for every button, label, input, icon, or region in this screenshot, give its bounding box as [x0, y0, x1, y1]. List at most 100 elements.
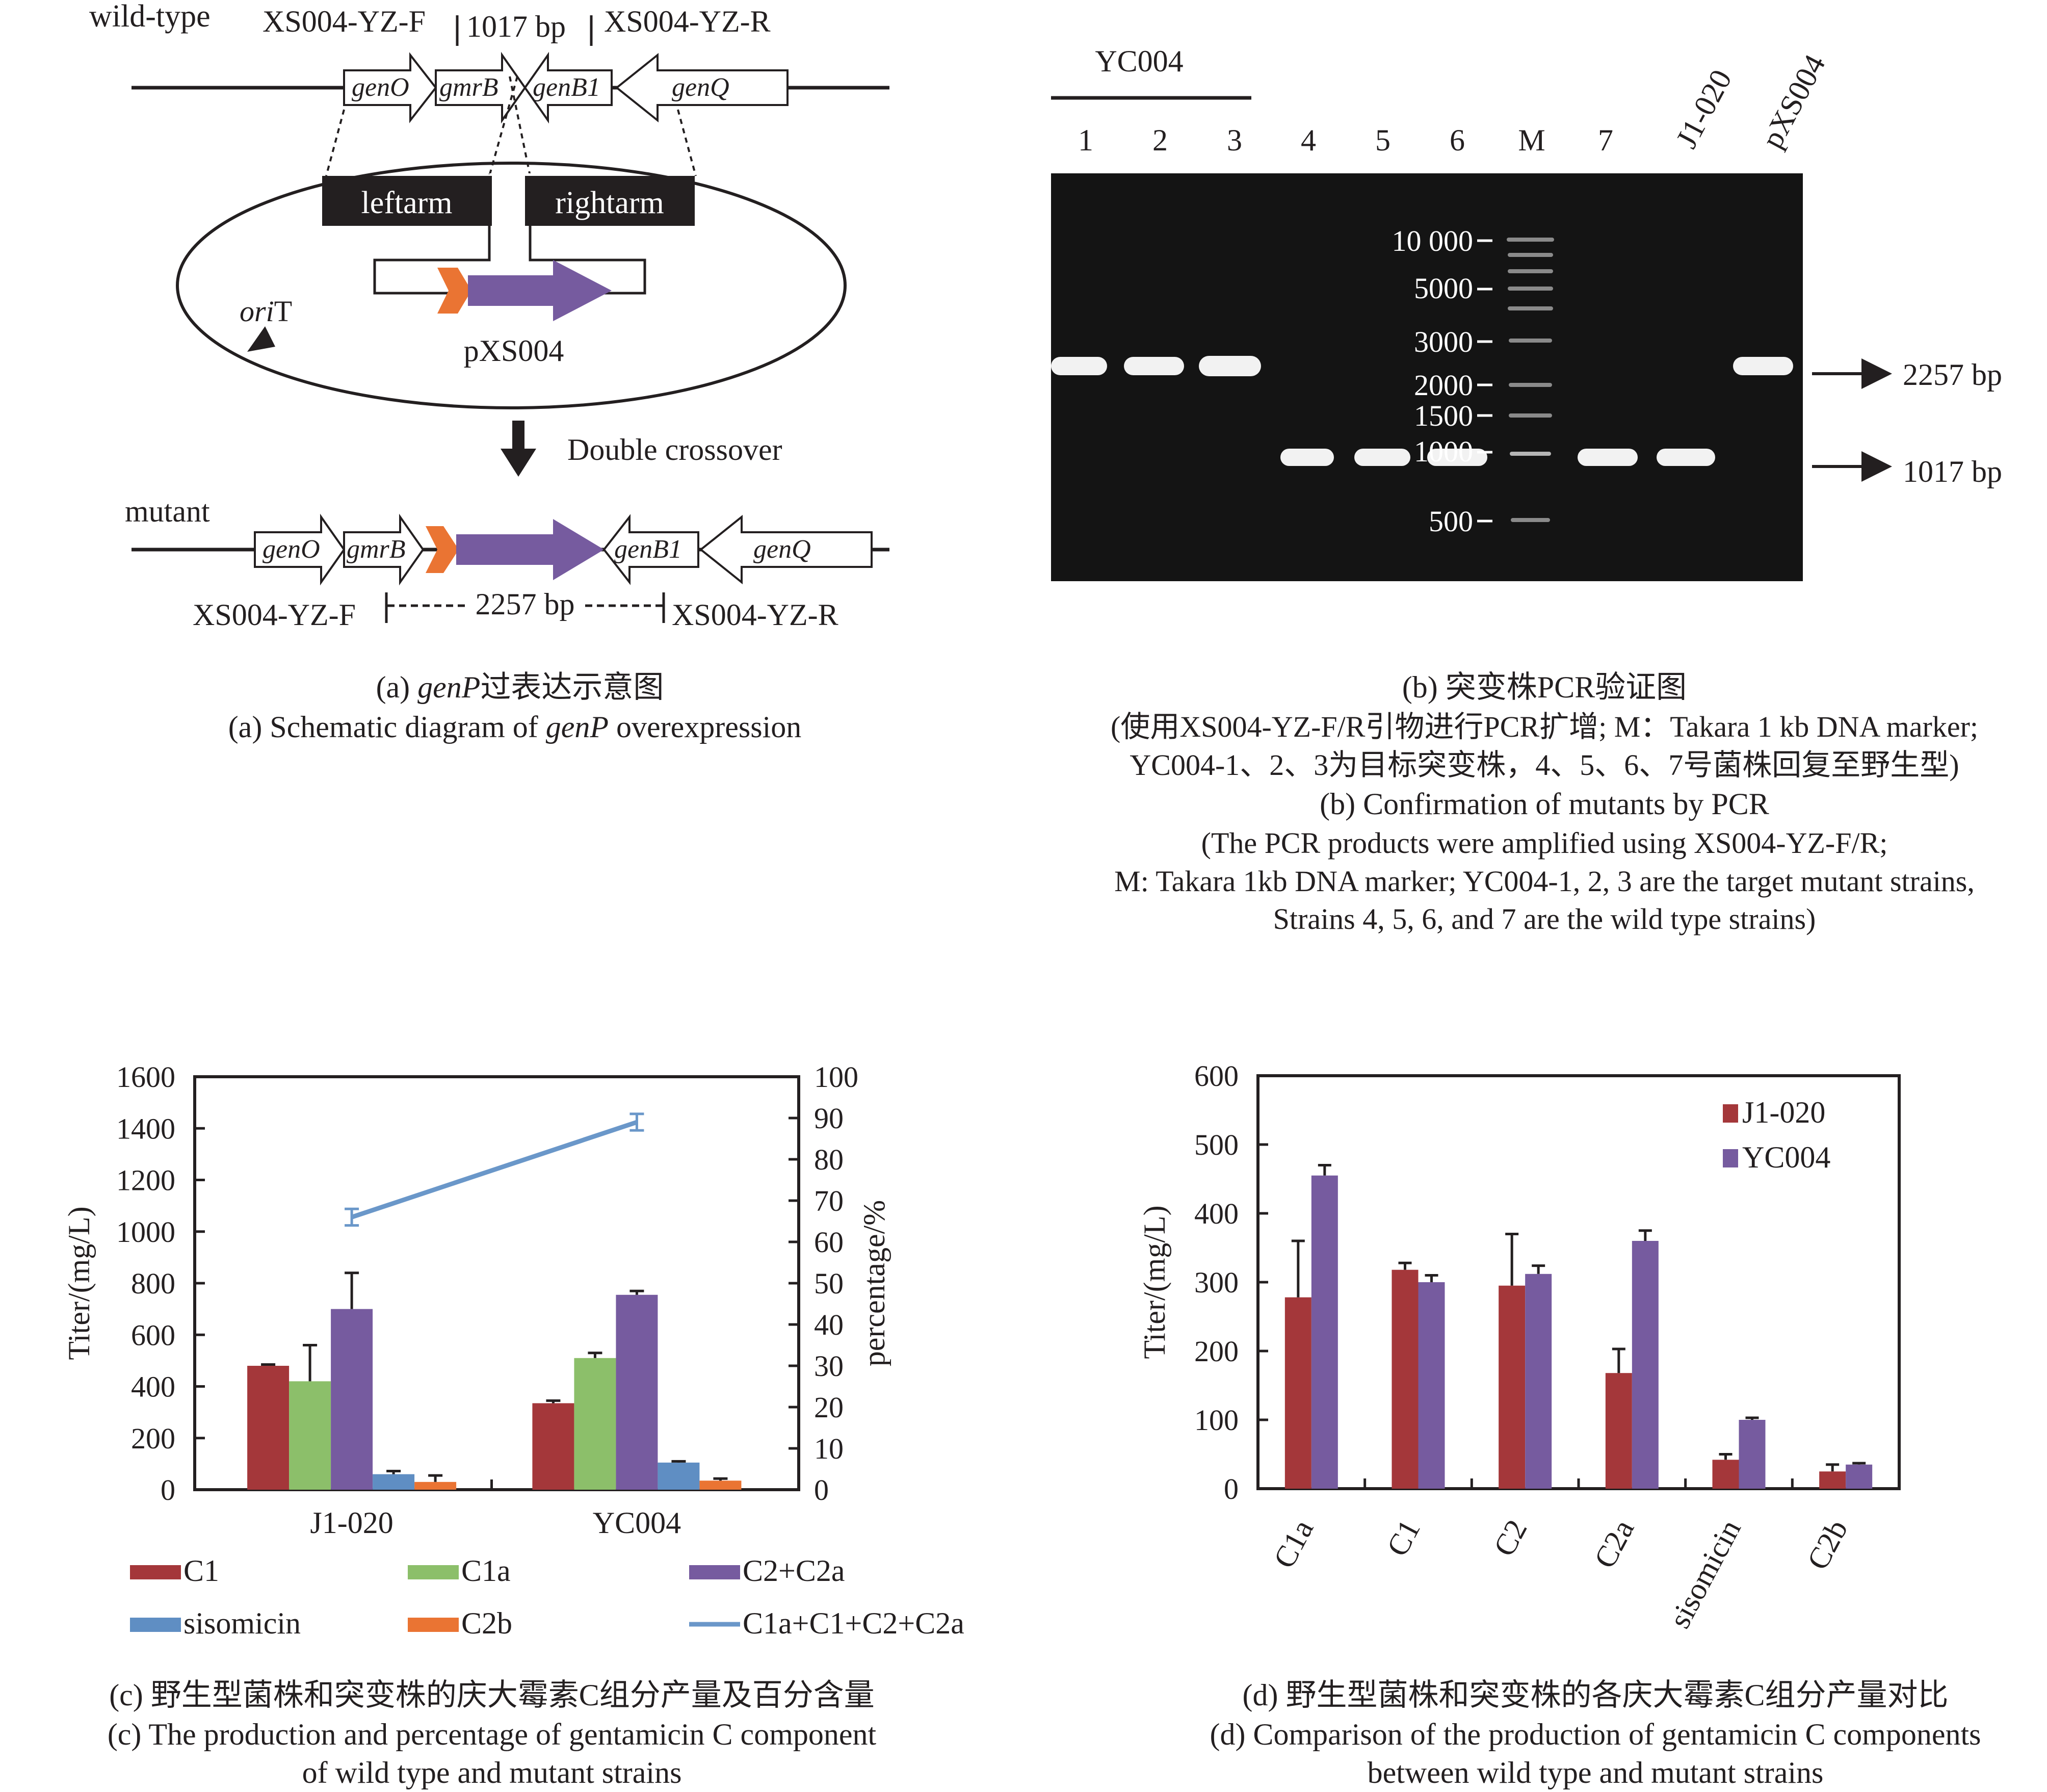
y2-tick-label: 50 — [814, 1267, 844, 1300]
legend-swatch — [1723, 1104, 1738, 1123]
svg-text:gmrB: gmrB — [439, 73, 498, 102]
svg-text:(The PCR products were amplifi: (The PCR products were amplified using X… — [1201, 826, 1888, 860]
y2-tick-label: 90 — [814, 1102, 844, 1135]
y-tick-label: 1400 — [116, 1112, 175, 1145]
x-category-label: J1-020 — [310, 1506, 393, 1540]
x-category-label: C2 — [1487, 1514, 1533, 1562]
y-tick-label: 300 — [1194, 1266, 1239, 1299]
oriT-arrowhead — [247, 326, 275, 352]
bar-YC004 — [1739, 1420, 1766, 1489]
bar-YC004 — [1846, 1464, 1873, 1489]
bar-YC004 — [1311, 1175, 1338, 1489]
svg-text:(d) 野生型菌株和突变株的各庆大霉素C组分产量对比: (d) 野生型菌株和突变株的各庆大霉素C组分产量对比 — [1243, 1678, 1949, 1712]
plot-frame — [1256, 1074, 1901, 1490]
y-tick-label: 1200 — [116, 1164, 175, 1197]
bar-YC004 — [1525, 1274, 1552, 1489]
svg-text:M: Takara 1kb DNA marker; YC00: M: Takara 1kb DNA marker; YC004-1, 2, 3 … — [1114, 865, 1975, 898]
y-axis-label: Titer/(mg/L) — [1138, 1205, 1171, 1359]
bar-YC004 — [1632, 1241, 1659, 1489]
svg-text:between wild type and mutant s: between wild type and mutant strains — [1368, 1756, 1824, 1789]
gel-bands — [1051, 356, 1793, 466]
bar-J1-020 — [1819, 1471, 1846, 1489]
y2-tick-label: 60 — [814, 1226, 844, 1259]
bar-C2b — [699, 1481, 742, 1490]
svg-text:(b) 突变株PCR验证图: (b) 突变株PCR验证图 — [1402, 670, 1687, 704]
y-tick-label: 600 — [131, 1318, 175, 1352]
legend-swatch — [130, 1565, 181, 1579]
legend-swatch — [1723, 1149, 1738, 1167]
double-crossover-label: Double crossover — [567, 433, 782, 466]
lane-label: pXS004 — [1755, 49, 1832, 153]
lane-label: M — [1518, 123, 1545, 157]
caption-c: (c) 野生型菌株和突变株的庆大霉素C组分产量及百分含量 (c) The pro… — [108, 1678, 877, 1789]
marker-label: 2000 — [1414, 369, 1473, 402]
lane-label: 5 — [1375, 123, 1390, 157]
bar-C1 — [247, 1366, 290, 1490]
band-label-1017: 1017 bp — [1903, 455, 2002, 488]
legend-label: C1a+C1+C2+C2a — [743, 1606, 964, 1640]
bar-J1-020 — [1284, 1297, 1311, 1489]
panel-c-chart: Titer/(mg/L) percentage/% C1 C1a C2+C2a sis… — [62, 1060, 964, 1789]
x-category-label: C2b — [1800, 1514, 1854, 1575]
caption-a-en: (a) Schematic diagram of genP overexpres… — [228, 710, 802, 744]
mut-product-label: 2257 bp — [476, 587, 575, 621]
bar-C2+C2a — [331, 1309, 373, 1490]
y-axis-label: Titer/(mg/L) — [62, 1206, 96, 1360]
legend-label: C2b — [461, 1606, 512, 1640]
svg-text:Strains 4, 5, 6, and 7 are the: Strains 4, 5, 6, and 7 are the wild type… — [1273, 902, 1816, 936]
mut-gene-genO: genO — [254, 513, 346, 586]
mut-primer-f-label: XS004-YZ-F — [193, 598, 356, 632]
x-category-label: C2a — [1588, 1514, 1641, 1573]
marker-label: 1500 — [1414, 399, 1473, 432]
marker-label: 1000 — [1414, 435, 1473, 468]
wt-product-label: 1017 bp — [466, 10, 566, 43]
bar-C1a — [574, 1358, 616, 1490]
y2-axis-label: percentage/% — [857, 1200, 891, 1366]
y-tick-label: 400 — [1194, 1197, 1239, 1230]
primer-r-label: XS004-YZ-R — [604, 5, 771, 38]
svg-text:(c) 野生型菌株和突变株的庆大霉素C组分产量及百分含量: (c) 野生型菌株和突变株的庆大霉素C组分产量及百分含量 — [109, 1678, 875, 1712]
svg-text:gmrB: gmrB — [347, 535, 406, 564]
y2-tick-label: 80 — [814, 1143, 844, 1176]
y-tick-label: 200 — [1194, 1335, 1239, 1368]
wt-gene-genB1: genB1 — [523, 51, 613, 124]
wt-gene-genQ: genQ — [615, 53, 789, 123]
leftarm-box — [322, 176, 492, 226]
promoter-arrow-mutant — [426, 526, 459, 573]
y2-tick-label: 100 — [814, 1060, 858, 1094]
y-tick-label: 0 — [161, 1473, 175, 1507]
lane-label: 1 — [1078, 123, 1093, 157]
y-tick-label: 0 — [1224, 1472, 1239, 1505]
legend-label: C2+C2a — [743, 1554, 845, 1588]
legend-label: C1a — [461, 1554, 511, 1588]
legend-label: YC004 — [1742, 1140, 1830, 1174]
band-label-2257: 2257 bp — [1903, 358, 2002, 392]
legend: C1 C1a C2+C2a sisomicin C2b C1a+C1+C2+C2a — [130, 1554, 964, 1640]
bar-C2b — [414, 1482, 457, 1490]
lane-label: 3 — [1227, 123, 1242, 157]
panel-a-schematic: wild-type XS004-YZ-F 1017 bp XS004-YZ-R … — [89, 0, 889, 744]
y-tick-label: 1600 — [116, 1060, 175, 1094]
svg-text:(使用XS004-YZ-F/R引物进行PCR扩增; M：Ta: (使用XS004-YZ-F/R引物进行PCR扩增; M：Takara 1 kb … — [1111, 710, 1978, 743]
x-category-label: C1 — [1380, 1514, 1427, 1562]
svg-text:genB1: genB1 — [614, 535, 682, 564]
svg-text:genO: genO — [352, 73, 409, 102]
oriT-label: oriT — [240, 295, 292, 328]
svg-text:YC004-1、2、3为目标突变株，4、5、6、7号菌株回复: YC004-1、2、3为目标突变株，4、5、6、7号菌株回复至野生型) — [1130, 748, 1959, 782]
x-category-label: C1a — [1267, 1514, 1320, 1573]
bar-J1-020 — [1499, 1285, 1526, 1489]
lane-label: 7 — [1598, 123, 1613, 157]
gel-group-label: YC004 — [1095, 44, 1183, 78]
rightarm-box — [525, 176, 695, 226]
legend-label: sisomicin — [183, 1606, 301, 1640]
legend-swatch — [689, 1565, 740, 1579]
mut-gene-genQ: genQ — [699, 514, 873, 585]
marker-ladder — [1507, 238, 1554, 522]
y-tick-label: 200 — [131, 1422, 175, 1455]
leftarm-label: leftarm — [361, 186, 452, 220]
wt-gene-genO: genO — [343, 52, 437, 123]
promoter-arrow-plasmid — [437, 268, 471, 314]
genP-arrow-mutant — [456, 519, 604, 580]
genP-arrow-plasmid — [468, 260, 612, 321]
panel-b-gel: YC004 1 2 3 4 5 6 M 7 J1-020 pXS004 — [1051, 44, 2002, 936]
